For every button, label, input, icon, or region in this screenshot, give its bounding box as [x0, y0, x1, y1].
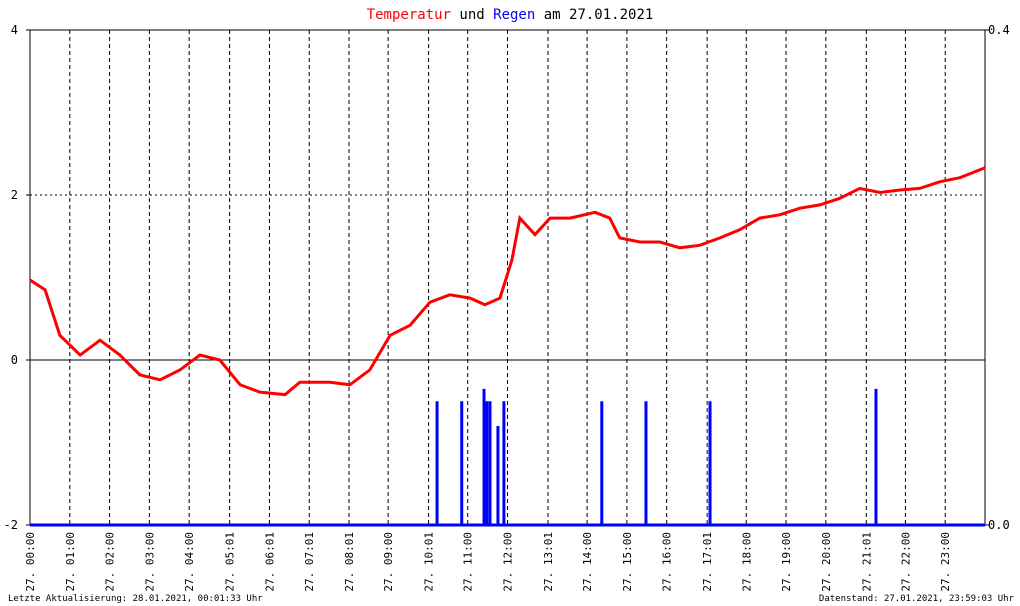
x-tick-label: 27. 20:00	[820, 532, 833, 592]
x-tick-label: 27. 17:01	[701, 532, 714, 592]
title-temperature: Temperatur	[367, 7, 451, 23]
x-tick-label: 27. 14:00	[581, 532, 594, 592]
rain-bar	[496, 426, 500, 525]
x-tick-label: 27. 18:00	[740, 532, 753, 592]
x-tick-label: 27. 15:00	[621, 532, 634, 592]
x-tick-label: 27. 05:01	[224, 532, 237, 592]
y-tick-label: 4	[11, 23, 18, 37]
x-tick-label: 27. 23:00	[939, 532, 952, 592]
x-tick-label: 27. 09:00	[382, 532, 395, 592]
rain-bar	[502, 401, 506, 525]
x-tick-label: 27. 02:00	[104, 532, 117, 592]
chart-title: Temperatur und Regen am 27.01.2021	[367, 7, 654, 23]
y-tick-label: 0	[11, 353, 18, 367]
x-tick-label: 27. 19:00	[780, 532, 793, 592]
y2-tick-label: 0.0	[988, 518, 1010, 532]
rain-bar	[600, 401, 604, 525]
rain-bar	[644, 401, 648, 525]
y-tick-label: -2	[4, 518, 18, 532]
rain-bar	[708, 401, 712, 525]
rain-bar	[488, 401, 492, 525]
x-tick-label: 27. 10:01	[423, 532, 436, 592]
rain-bar	[460, 401, 464, 525]
x-tick-label: 27. 11:00	[462, 532, 475, 592]
x-tick-label: 27. 06:01	[263, 532, 276, 592]
title-rain: Regen	[493, 7, 535, 23]
x-tick-label: 27. 16:00	[661, 532, 674, 592]
rain-bar	[874, 388, 878, 525]
title-and: und	[459, 7, 484, 23]
x-tick-label: 27. 08:01	[343, 532, 356, 592]
footer-left: Letzte Aktualisierung: 28.01.2021, 00:01…	[8, 594, 263, 604]
rain-bar	[435, 401, 439, 525]
rain-bar	[485, 401, 489, 525]
rain-bar	[482, 388, 486, 525]
x-tick-label: 27. 01:00	[64, 532, 77, 592]
y-tick-label: 2	[11, 188, 18, 202]
x-tick-label: 27. 21:01	[860, 532, 873, 592]
temperature-line	[29, 166, 986, 397]
x-tick-label: 27. 03:00	[143, 532, 156, 592]
title-date: am 27.01.2021	[544, 7, 654, 23]
x-tick-label: 27. 22:00	[899, 532, 912, 592]
x-tick-label: 27. 00:00	[24, 532, 37, 592]
x-tick-label: 27. 13:01	[542, 532, 555, 592]
x-tick-label: 27. 07:01	[303, 532, 316, 592]
footer-right: Datenstand: 27.01.2021, 23:59:03 Uhr	[819, 594, 1015, 604]
x-tick-label: 27. 04:00	[183, 532, 196, 592]
y2-tick-label: 0.4	[988, 23, 1010, 37]
x-tick-label: 27. 12:00	[502, 532, 515, 592]
